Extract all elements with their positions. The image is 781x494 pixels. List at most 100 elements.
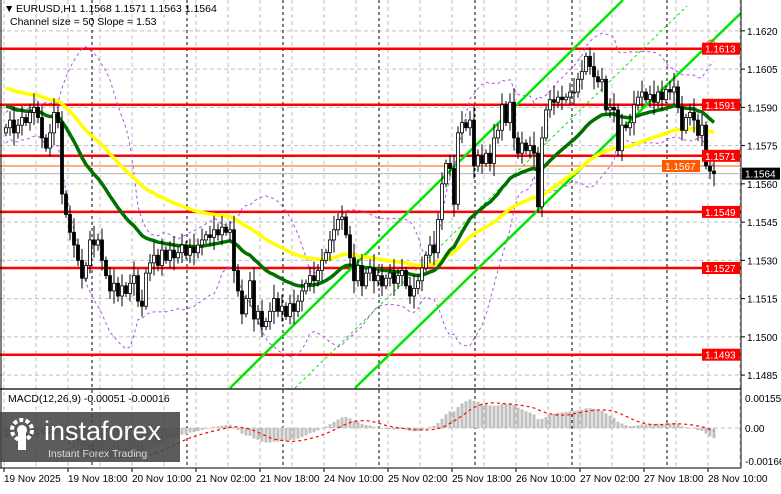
time-axis[interactable]: 19 Nov 2025 19 Nov 18:00 20 Nov 10:00 21 No… — [3, 468, 768, 485]
candle-body — [88, 239, 92, 266]
level-tag-bg — [702, 98, 740, 111]
candle — [660, 80, 664, 111]
candle-body — [32, 106, 36, 113]
time-tick-label: 26 Nov 10:00 — [516, 474, 576, 485]
candle-body — [220, 226, 224, 236]
macd-bar — [420, 428, 424, 431]
candle-body — [688, 112, 692, 118]
collapse-triangle-icon[interactable]: ▼ — [4, 3, 14, 15]
price-axis[interactable]: 1.1620 1.1605 1.1590 1.1575 1.1560 1.1545 1.15… — [741, 0, 781, 468]
candle — [516, 131, 520, 159]
candle — [652, 80, 656, 115]
candle — [348, 225, 352, 266]
candle — [108, 266, 112, 299]
candle — [16, 118, 20, 139]
regression-channel[interactable] — [229, 0, 742, 389]
candle — [552, 85, 556, 115]
symbol-ohlc-label: EURUSD,H1 1.1568 1.1571 1.1563 1.1564 — [16, 3, 217, 15]
macd-bar — [688, 427, 692, 429]
candle-body — [612, 106, 616, 111]
candle-body — [576, 78, 580, 93]
candle — [188, 238, 192, 264]
candle — [500, 93, 504, 141]
macd-bar — [364, 425, 368, 428]
candle-body — [112, 282, 116, 292]
macd-bar — [548, 415, 552, 428]
time-tick-label: 25 Nov 02:00 — [388, 474, 448, 485]
candle — [72, 218, 76, 258]
candle — [332, 215, 336, 253]
macd-bar — [312, 428, 316, 433]
candle-body — [216, 229, 220, 236]
candle-body — [408, 285, 412, 297]
candle-body — [392, 272, 396, 284]
candle — [528, 136, 532, 159]
candle-body — [52, 112, 56, 134]
candle — [360, 253, 364, 297]
candle-body — [24, 117, 28, 124]
macd-bar — [592, 408, 596, 428]
candle-body — [692, 112, 696, 121]
macd-bar — [524, 411, 528, 428]
macd-bar — [496, 405, 500, 428]
candle-body — [684, 117, 688, 131]
candle — [324, 248, 328, 264]
candle-body — [412, 287, 416, 297]
candle — [200, 228, 204, 256]
candle — [620, 113, 624, 162]
macd-bar — [664, 423, 668, 428]
candle-body — [648, 94, 652, 101]
candle-body — [96, 239, 100, 246]
macd-bar — [368, 425, 372, 428]
candle-body — [652, 94, 656, 103]
candle-body — [404, 270, 408, 287]
price-tick-label: 1.1485 — [747, 371, 778, 382]
candle-body — [604, 78, 608, 111]
candle — [280, 294, 284, 322]
macd-bar — [480, 403, 484, 428]
macd-bar — [556, 412, 560, 428]
candle — [452, 154, 456, 217]
candle-body — [448, 163, 452, 169]
macd-bar — [216, 426, 220, 428]
macd-bar — [392, 428, 396, 430]
time-tick-label: 20 Nov 10:00 — [132, 474, 192, 485]
candle — [356, 259, 360, 287]
candle-body — [120, 285, 124, 297]
candle — [624, 121, 628, 132]
macd-bar — [384, 428, 388, 429]
level-tag-bg — [702, 205, 740, 218]
macd-bar — [624, 425, 628, 428]
candle — [92, 225, 96, 258]
macd-bar — [476, 401, 480, 428]
price-tick-label: 1.1545 — [747, 218, 778, 229]
candle — [364, 269, 368, 290]
candle — [388, 264, 392, 287]
candle-body — [36, 106, 40, 118]
candle — [300, 279, 304, 312]
macd-bar — [500, 403, 504, 428]
macd-bar — [380, 428, 384, 429]
candle — [68, 205, 72, 241]
macd-bar — [568, 411, 572, 428]
candle-body — [240, 290, 244, 315]
candle-body — [660, 91, 664, 101]
candle — [496, 123, 500, 144]
candle-body — [520, 142, 524, 154]
macd-bar — [268, 428, 272, 443]
macd-bar — [352, 420, 356, 428]
candle-body — [580, 71, 584, 80]
time-tick-label: 19 Nov 2025 — [4, 474, 61, 485]
candle-body — [204, 234, 208, 241]
candle-body — [60, 122, 64, 195]
candle — [260, 299, 264, 337]
candle — [8, 111, 12, 136]
macd-bar — [660, 423, 664, 428]
macd-bar — [648, 423, 652, 428]
candle — [512, 88, 516, 151]
candle — [460, 111, 464, 144]
macd-bar — [564, 411, 568, 428]
macd-bar — [468, 399, 472, 428]
candle-body — [208, 234, 212, 238]
